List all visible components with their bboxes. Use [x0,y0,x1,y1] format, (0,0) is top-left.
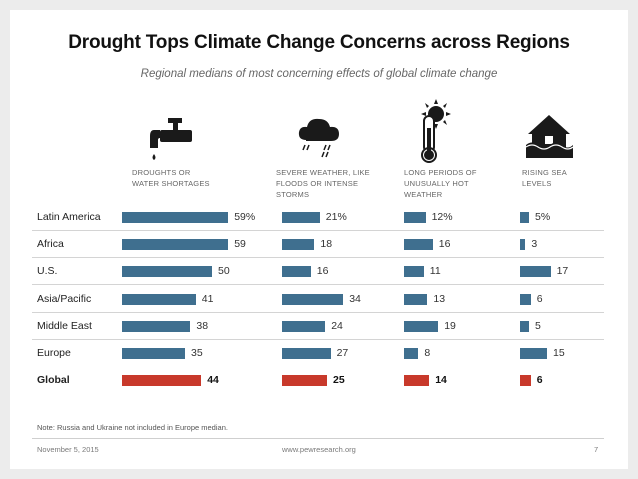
value-label-africa-s3: 3 [531,238,538,251]
col-header-droughts: DROUGHTS OR WATER SHORTAGES [132,167,242,189]
slide: Drought Tops Climate Change Concerns acr… [10,10,628,469]
bar-asia-pacific-s1 [282,293,344,305]
value-label-global-s1: 25 [333,374,345,387]
value-label-africa-s0: 59 [234,238,246,251]
house-flood-icon [525,115,574,158]
value-label-global-s0: 44 [207,374,219,387]
storm-cloud-icon [298,118,339,160]
bar-middle-east-s0 [122,320,191,332]
row-label-africa: Africa [37,238,64,251]
footer-date: November 5, 2015 [37,445,99,454]
header-line: FLOODS OR INTENSE [276,179,359,188]
row-label-middle-east: Middle East [37,319,92,332]
value-label-africa-s2: 16 [438,238,451,251]
value-label-middle-east-s3: 5 [535,319,541,332]
header-line: RISING SEA [522,168,567,177]
value-label-u-s-s2: 11 [429,265,441,278]
bar-latin-america-s2 [404,212,426,223]
value-label-middle-east-s0: 38 [196,319,209,332]
header-line: WEATHER [404,190,443,199]
value-label-global-s2: 14 [435,374,447,387]
row-label-global: Global [37,374,70,387]
value-label-asia-pacific-s3: 6 [536,292,543,305]
bar-europe-s0 [122,348,185,359]
value-label-middle-east-s2: 19 [444,319,456,332]
bar-africa-s0 [122,239,229,251]
bar-u-s-s0 [122,266,212,278]
bar-asia-pacific-s2 [404,293,428,305]
value-label-u-s-s1: 16 [316,265,329,278]
bar-latin-america-s1 [282,212,320,223]
bar-u-s-s1 [282,266,311,278]
value-label-latin-america-s3: 5% [535,211,551,223]
header-line: SEVERE WEATHER, LIKE [276,168,370,177]
value-label-europe-s1: 27 [336,347,349,359]
footer-divider [32,438,604,439]
value-label-u-s-s3: 17 [556,265,569,278]
header-line: LONG PERIODS OF [404,168,477,177]
row-divider [32,257,604,259]
value-label-europe-s2: 8 [424,347,431,359]
faucet-icon [150,118,192,160]
bar-asia-pacific-s0 [122,293,196,305]
header-line: STORMS [276,190,310,199]
bar-global-s2 [404,375,430,387]
row-divider [32,311,604,313]
footnote: Note: Russia and Ukraine not included in… [37,423,228,432]
footer-website: www.pewresearch.org [282,445,356,454]
bar-u-s-s2 [404,266,424,278]
value-label-latin-america-s2: 12% [431,211,453,223]
header-line: DROUGHTS OR [132,168,191,177]
slide-subtitle: Regional medians of most concerning effe… [140,68,498,80]
value-label-middle-east-s1: 24 [331,319,343,332]
value-label-u-s-s0: 50 [218,265,230,278]
bar-global-s3 [520,375,531,387]
bar-middle-east-s1 [282,320,326,332]
value-label-global-s3: 6 [536,374,543,387]
value-label-europe-s0: 35 [191,347,203,359]
bar-middle-east-s2 [404,320,439,332]
bar-u-s-s3 [520,266,551,278]
value-label-asia-pacific-s1: 34 [349,292,361,305]
col-header-hot-weather: LONG PERIODS OF UNUSUALLY HOT WEATHER [404,167,514,200]
footer-page-number: 7 [594,445,599,454]
row-divider [32,230,604,231]
slide-title: Drought Tops Climate Change Concerns acr… [68,32,570,53]
bar-global-s1 [282,375,327,387]
row-divider [32,284,604,286]
header-line: UNUSUALLY HOT [404,179,469,188]
row-label-latin-america: Latin America [37,211,101,223]
row-divider [32,338,604,340]
bar-asia-pacific-s3 [520,293,531,305]
header-line: WATER SHORTAGES [132,179,210,188]
bar-africa-s1 [282,239,315,251]
bar-africa-s2 [404,239,433,251]
thermometer-sun-icon [421,99,451,163]
value-label-latin-america-s0: 59% [234,211,256,223]
value-label-asia-pacific-s0: 41 [201,292,214,305]
bar-europe-s3 [520,348,547,359]
bar-africa-s3 [520,239,526,251]
col-header-sea-levels: RISING SEA LEVELS [522,167,632,189]
bar-europe-s2 [404,348,419,359]
row-label-europe: Europe [37,347,71,359]
header-line: LEVELS [522,179,552,188]
bar-global-s0 [122,375,202,387]
bar-latin-america-s0 [122,212,229,223]
row-label-u-s: U.S. [37,265,58,278]
value-label-europe-s3: 15 [553,347,565,359]
value-label-asia-pacific-s2: 13 [433,292,446,305]
bar-latin-america-s3 [520,212,529,223]
bar-europe-s1 [282,348,331,359]
col-header-severe-weather: SEVERE WEATHER, LIKE FLOODS OR INTENSE S… [276,167,386,200]
value-label-africa-s1: 18 [320,238,333,251]
bar-middle-east-s3 [520,320,529,332]
row-label-asia-pacific: Asia/Pacific [37,292,92,305]
value-label-latin-america-s1: 21% [325,211,347,223]
